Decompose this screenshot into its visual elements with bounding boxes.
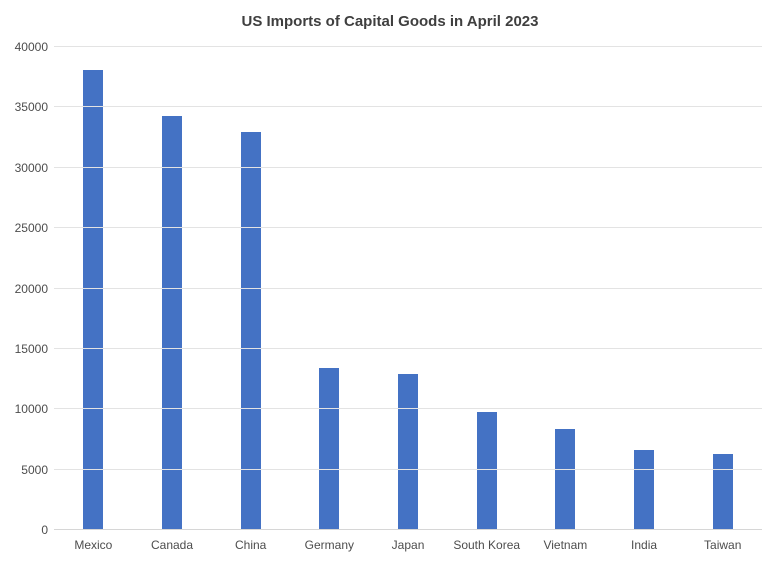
x-tick-label: South Korea [453, 538, 521, 552]
bar-japan [398, 374, 419, 530]
y-tick-label: 20000 [14, 281, 48, 296]
y-axis: 0 5000 10000 15000 20000 25000 30000 35000 40000 [0, 40, 48, 537]
bar-china [240, 131, 261, 530]
gridline [54, 166, 762, 168]
y-tick-label: 5000 [21, 462, 48, 477]
x-tick-label: Germany [304, 538, 355, 552]
y-tick-label: 10000 [14, 402, 48, 417]
bar-canada [162, 115, 182, 530]
y-tick-label: 15000 [14, 341, 48, 356]
bar-slot [133, 47, 212, 530]
y-tick-label: 35000 [14, 100, 48, 115]
gridline [54, 408, 762, 410]
bar-slot [211, 47, 290, 530]
x-axis: Mexico Canada China Germany Japan South Korea… [54, 538, 762, 552]
gridline [54, 347, 762, 349]
bar-slot [605, 47, 684, 530]
gridline [54, 106, 762, 108]
gridline [54, 46, 762, 47]
x-axis-line [54, 529, 762, 530]
bar-slot [369, 47, 448, 530]
bar-south-korea [476, 411, 497, 530]
x-tick-label: Japan [391, 538, 425, 552]
y-tick-label: 40000 [14, 40, 48, 54]
bar-vietnam [555, 428, 576, 530]
x-tick-label: India [631, 538, 658, 552]
bar-slot [447, 47, 526, 530]
bar-slot [290, 47, 369, 530]
y-tick-label: 30000 [14, 160, 48, 175]
y-tick-label: 25000 [14, 221, 48, 236]
gridline [54, 287, 762, 289]
gridline [54, 468, 762, 470]
bar-slot [683, 47, 762, 530]
y-tick-label: 0 [41, 523, 48, 537]
chart-title: US Imports of Capital Goods in April 202… [241, 13, 539, 30]
bar-series [54, 47, 762, 530]
x-tick-label: Taiwan [704, 538, 742, 552]
x-tick-label: Mexico [74, 538, 113, 552]
bar-germany [319, 368, 340, 530]
plot-area [54, 46, 762, 530]
bar-india [634, 450, 655, 530]
bar-slot [526, 47, 605, 530]
x-tick-label: Vietnam [543, 538, 588, 552]
bar-slot [54, 47, 133, 530]
bar-taiwan [712, 453, 733, 530]
x-tick-label: China [235, 538, 267, 552]
bar-mexico [83, 69, 104, 530]
x-tick-label: Canada [150, 538, 194, 552]
gridline [54, 227, 762, 229]
